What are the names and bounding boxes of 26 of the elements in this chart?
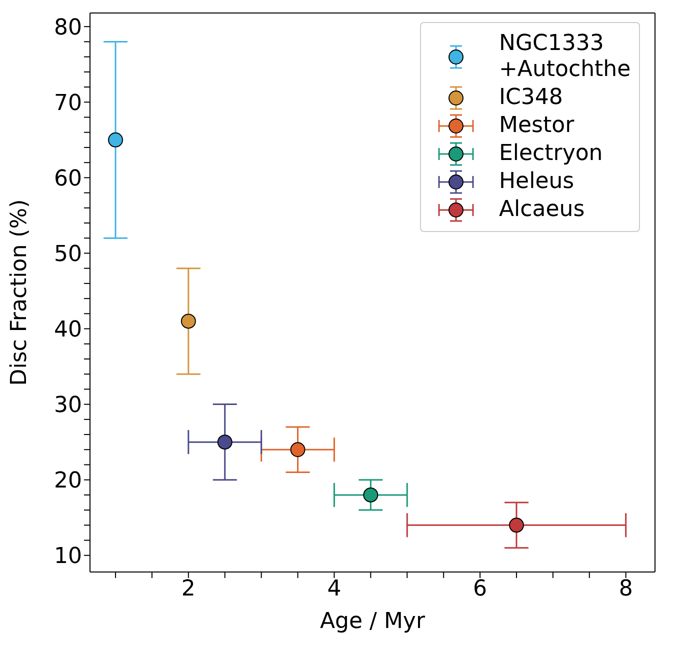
y-axis-title: Disc Fraction (%) (6, 199, 32, 386)
x-tick-label: 6 (473, 576, 488, 602)
point (180, 314, 196, 329)
point (290, 442, 306, 458)
legend-label: Heleus (499, 169, 576, 195)
legend-label: IC348 (499, 85, 564, 111)
legend-label: Mestor (499, 113, 576, 139)
point (363, 487, 378, 502)
y-tick-label: 30 (54, 393, 82, 418)
x-axis-title: Age / Myr (320, 609, 426, 634)
legend-label: Electryon (499, 141, 604, 167)
y-tick-label: 50 (54, 242, 82, 268)
legend-label: Alcaeus (499, 197, 586, 223)
point (217, 434, 232, 450)
y-tick-label: 80 (54, 15, 82, 40)
legend-label: NGC1333 +Autochthe (499, 31, 631, 83)
x-tick-label: 4 (327, 576, 342, 602)
y-tick-label: 10 (54, 544, 82, 570)
y-tick-label: 60 (54, 166, 82, 192)
y-tick-label: 40 (54, 318, 82, 343)
x-tick-label: 8 (618, 576, 633, 602)
point (508, 518, 524, 533)
y-tick-label: 20 (54, 468, 82, 494)
y-tick-label: 70 (54, 90, 82, 116)
x-tick-label: 2 (181, 576, 196, 602)
point (108, 132, 124, 148)
